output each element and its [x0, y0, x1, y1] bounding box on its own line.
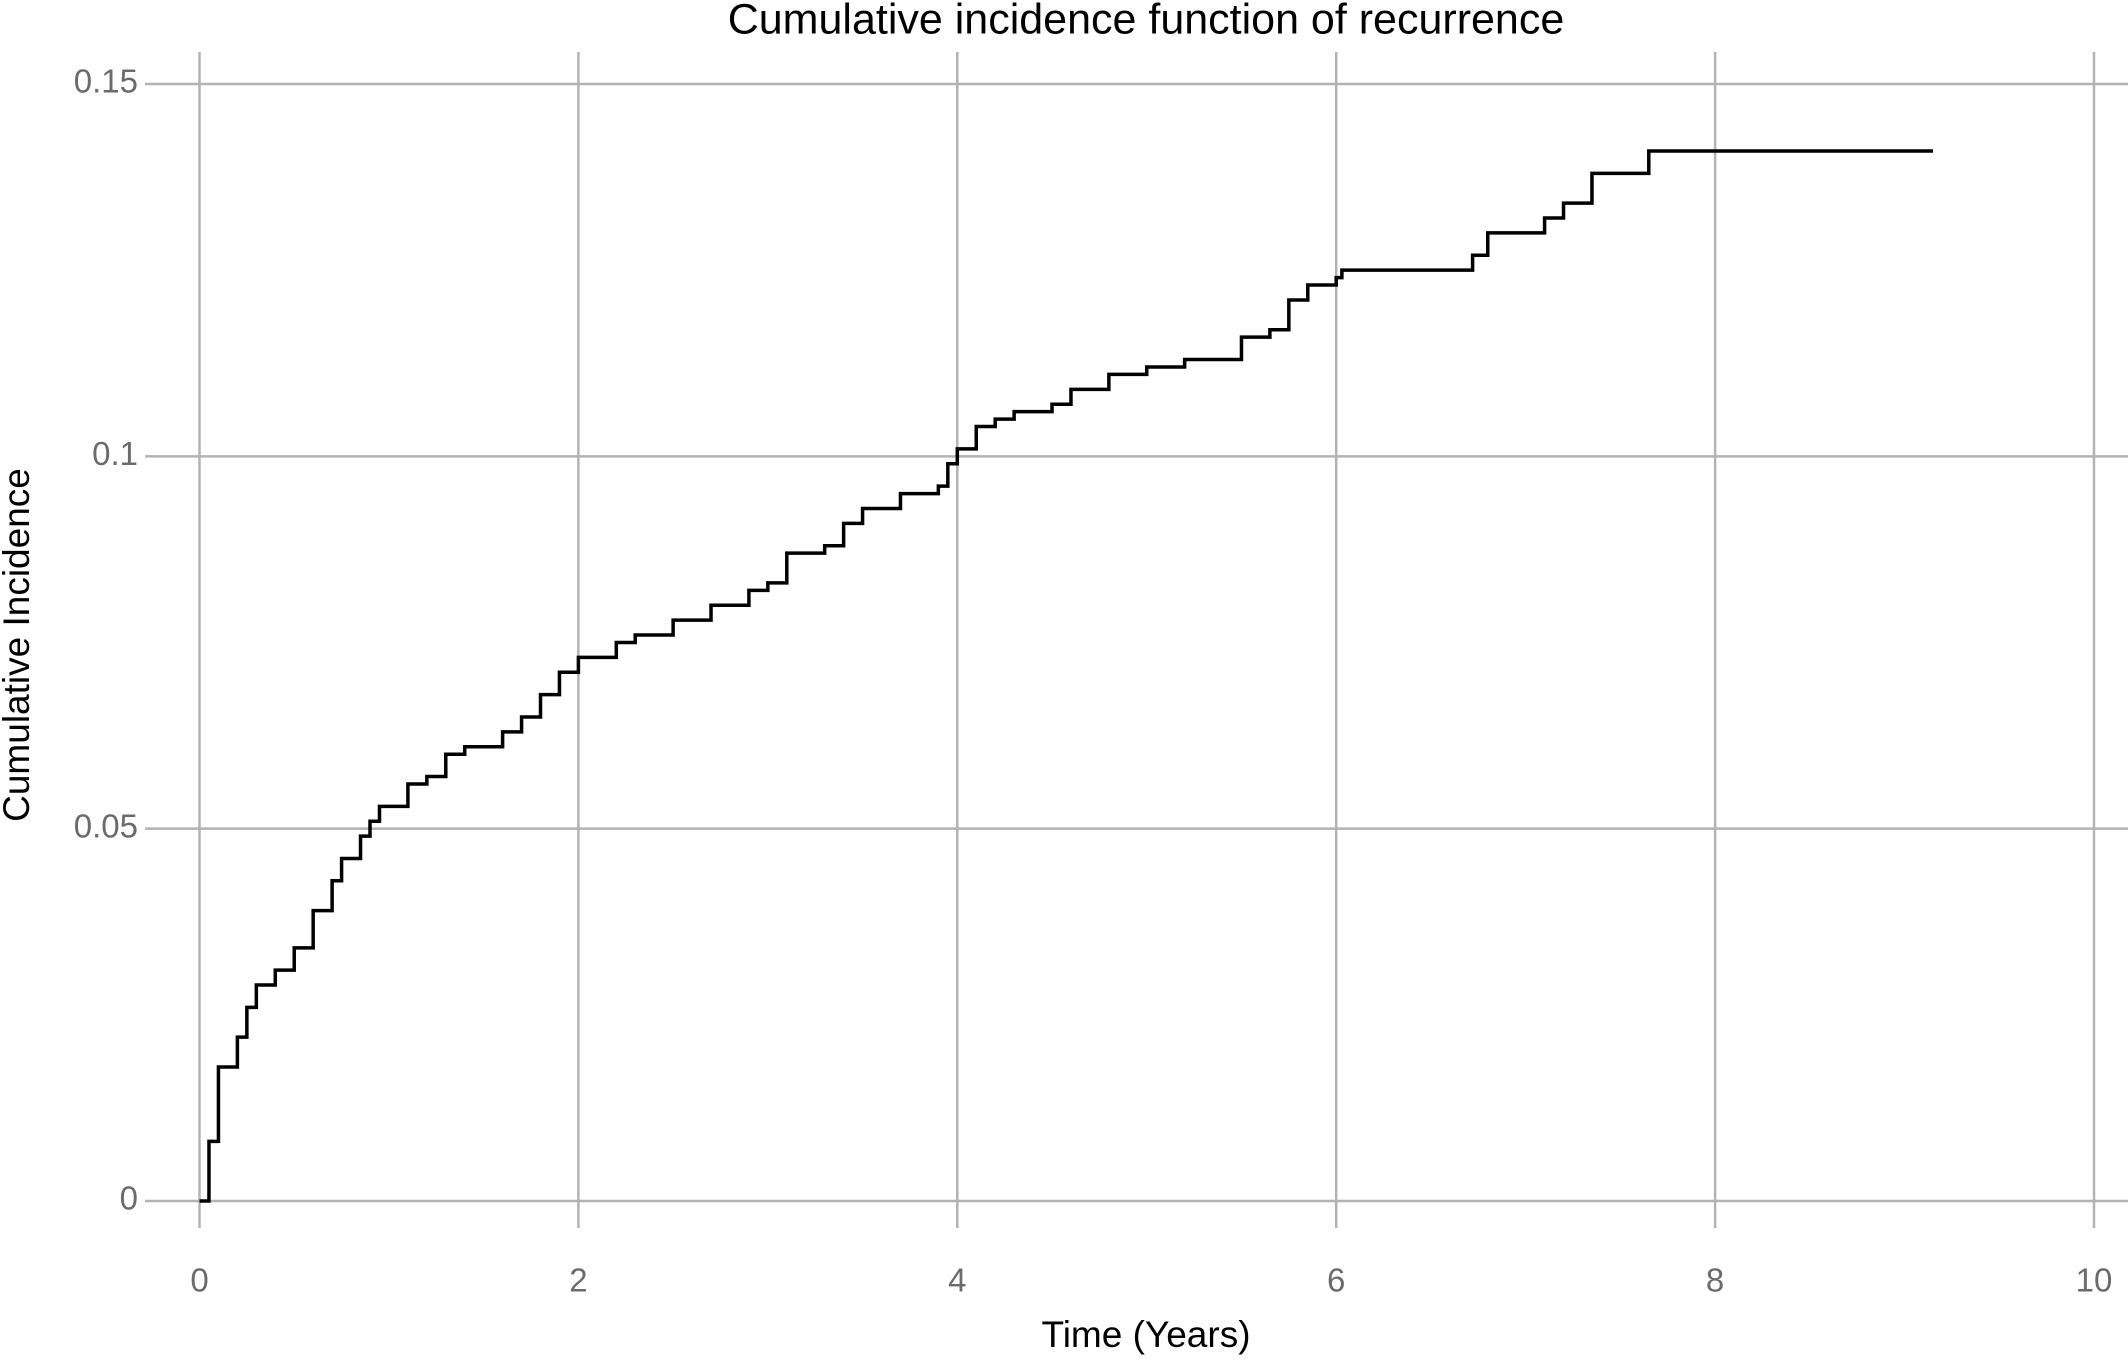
y-axis-label: Cumulative Incidence [0, 468, 37, 822]
y-tick-label: 0.05 [74, 807, 138, 844]
line-series [199, 149, 1933, 1203]
x-tick-label: 6 [1327, 1262, 1345, 1299]
x-tick-label: 10 [2076, 1262, 2113, 1299]
y-tick-label: 0.15 [74, 63, 138, 100]
chart-title: Cumulative incidence function of recurre… [728, 0, 1565, 43]
x-tick-label: 4 [948, 1262, 966, 1299]
x-tick-label: 2 [569, 1262, 587, 1299]
x-axis-label: Time (Years) [1041, 1314, 1250, 1355]
y-tick-label: 0 [120, 1180, 138, 1217]
y-tick-label: 0.1 [92, 435, 138, 472]
x-tick-label: 0 [190, 1262, 208, 1299]
x-tick-label: 8 [1706, 1262, 1724, 1299]
